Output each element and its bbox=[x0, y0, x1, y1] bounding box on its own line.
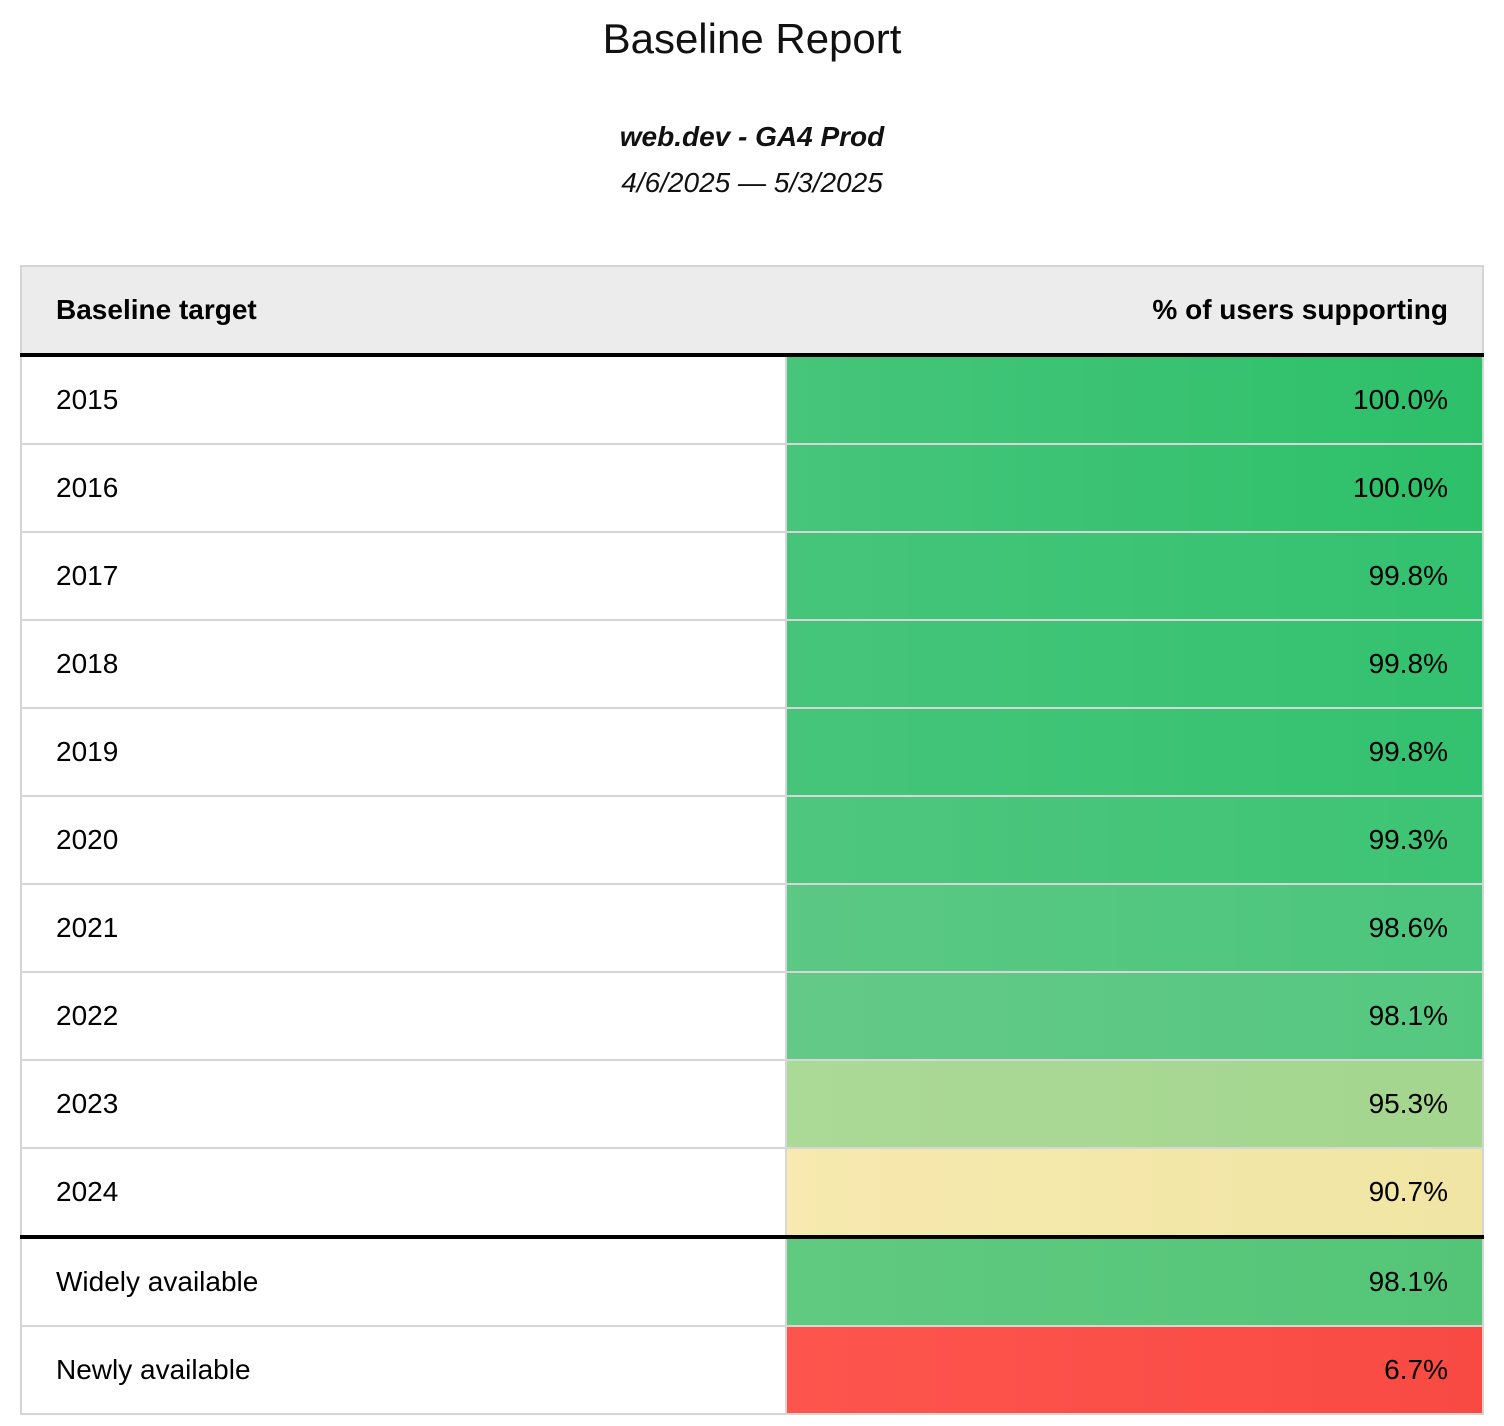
baseline-table: Baseline target % of users supporting 20… bbox=[20, 265, 1484, 1416]
baseline-target-cell: 2015 bbox=[21, 355, 787, 445]
value-cell: 98.1% bbox=[786, 1237, 1483, 1327]
value-cell: 100.0% bbox=[786, 355, 1483, 445]
report-subtitle: web.dev - GA4 Prod bbox=[619, 121, 885, 153]
table-row: 2020 99.3% bbox=[21, 796, 1483, 885]
header-row: Baseline target % of users supporting bbox=[21, 266, 1483, 358]
value-cell: 98.6% bbox=[786, 884, 1483, 973]
baseline-target-cell: 2016 bbox=[21, 444, 787, 533]
table-row: 2021 98.6% bbox=[21, 884, 1483, 973]
table-row: 2024 90.7% bbox=[21, 1148, 1483, 1238]
baseline-target-cell: 2019 bbox=[21, 708, 787, 797]
value-cell: 95.3% bbox=[786, 1060, 1483, 1149]
baseline-target-cell: 2022 bbox=[21, 972, 787, 1061]
baseline-target-cell: Newly available bbox=[21, 1326, 787, 1415]
baseline-target-cell: 2020 bbox=[21, 796, 787, 885]
table-row: Newly available 6.7% bbox=[21, 1326, 1483, 1415]
header-baseline-target: Baseline target bbox=[21, 266, 786, 358]
table-row: 2016 100.0% bbox=[21, 444, 1483, 533]
page-title: Baseline Report bbox=[602, 15, 902, 62]
value-cell: 6.7% bbox=[786, 1326, 1483, 1415]
value-cell: 90.7% bbox=[786, 1148, 1483, 1238]
report-meta: web.dev - GA4 Prod 4/6/2025 — 5/3/2025 bbox=[0, 114, 1504, 205]
baseline-target-cell: Widely available bbox=[21, 1237, 787, 1327]
value-cell: 99.8% bbox=[786, 532, 1483, 621]
value-cell: 98.1% bbox=[786, 972, 1483, 1061]
value-cell: 99.8% bbox=[786, 620, 1483, 709]
table-row: 2015 100.0% bbox=[21, 355, 1483, 445]
table-row: 2022 98.1% bbox=[21, 972, 1483, 1061]
table-header: Baseline target % of users supporting bbox=[21, 266, 1483, 358]
table-row: 2018 99.8% bbox=[21, 620, 1483, 709]
value-cell: 99.3% bbox=[786, 796, 1483, 885]
baseline-target-cell: 2023 bbox=[21, 1060, 787, 1149]
baseline-target-cell: 2017 bbox=[21, 532, 787, 621]
table-row: Widely available 98.1% bbox=[21, 1237, 1483, 1327]
report-date-range: 4/6/2025 — 5/3/2025 bbox=[621, 166, 883, 198]
table-body: 2015 100.0% 2016 100.0% 2017 99.8% 2018 … bbox=[21, 355, 1483, 1415]
header-users-supporting: % of users supporting bbox=[786, 266, 1483, 358]
table-row: 2023 95.3% bbox=[21, 1060, 1483, 1149]
baseline-target-cell: 2024 bbox=[21, 1148, 787, 1238]
value-cell: 99.8% bbox=[786, 708, 1483, 797]
value-cell: 100.0% bbox=[786, 444, 1483, 533]
table-row: 2017 99.8% bbox=[21, 532, 1483, 621]
table-row: 2019 99.8% bbox=[21, 708, 1483, 797]
baseline-target-cell: 2021 bbox=[21, 884, 787, 973]
baseline-target-cell: 2018 bbox=[21, 620, 787, 709]
